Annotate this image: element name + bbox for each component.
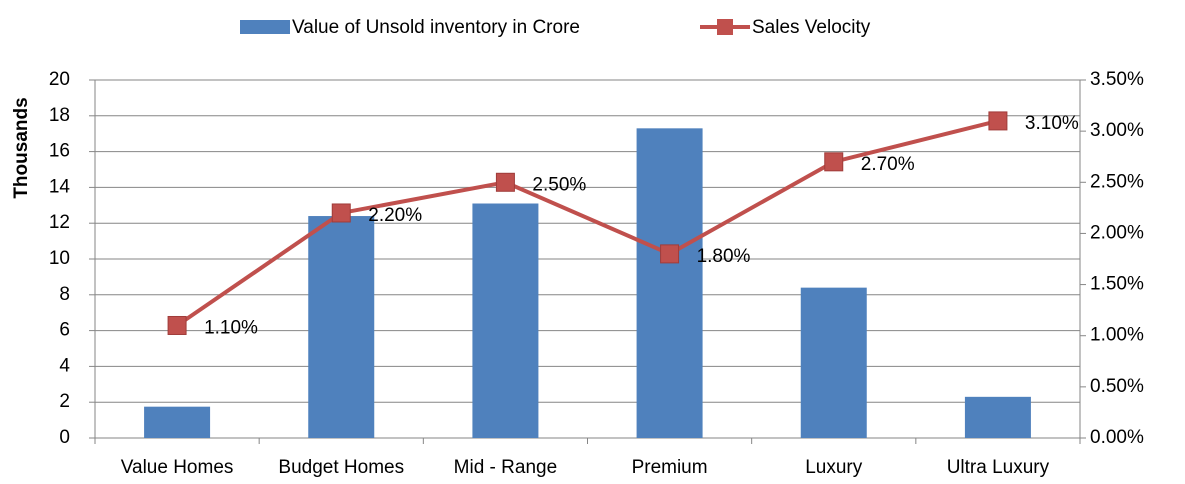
y2-tick-label: 2.00% bbox=[1090, 222, 1144, 243]
x-tick-label: Mid - Range bbox=[454, 457, 558, 478]
y-tick-label: 12 bbox=[49, 212, 70, 233]
marker bbox=[495, 172, 515, 192]
data-label: 2.20% bbox=[368, 205, 422, 226]
marker bbox=[824, 152, 844, 172]
bar bbox=[144, 406, 211, 438]
y-tick-label: 0 bbox=[59, 427, 70, 448]
y2-tick-label: 1.50% bbox=[1090, 274, 1144, 295]
legend-swatch bbox=[240, 20, 290, 34]
y-tick-label: 6 bbox=[59, 320, 70, 341]
bar bbox=[964, 396, 1031, 438]
y2-tick-label: 3.50% bbox=[1090, 69, 1144, 90]
data-label: 1.80% bbox=[697, 246, 751, 267]
legend-label: Sales Velocity bbox=[752, 17, 871, 38]
data-label: 1.10% bbox=[204, 318, 258, 339]
y-tick-label: 10 bbox=[49, 248, 70, 269]
y2-tick-label: 3.00% bbox=[1090, 120, 1144, 141]
y2-tick-label: 2.50% bbox=[1090, 171, 1144, 192]
x-tick-label: Luxury bbox=[805, 457, 863, 478]
x-tick-label: Premium bbox=[632, 457, 708, 478]
x-tick-label: Budget Homes bbox=[278, 457, 404, 478]
y-tick-label: 18 bbox=[49, 105, 70, 126]
marker bbox=[167, 315, 187, 335]
y2-tick-label: 1.00% bbox=[1090, 325, 1144, 346]
x-tick-label: Value Homes bbox=[121, 457, 234, 478]
y-tick-label: 4 bbox=[59, 355, 70, 376]
bar bbox=[308, 216, 375, 438]
y-tick-label: 8 bbox=[59, 284, 70, 305]
marker bbox=[988, 111, 1008, 131]
y-tick-label: 2 bbox=[59, 391, 70, 412]
y-tick-label: 16 bbox=[49, 141, 70, 162]
y-axis-title: Thousands bbox=[11, 97, 32, 198]
bar bbox=[636, 128, 703, 438]
bar bbox=[472, 203, 539, 438]
marker bbox=[331, 203, 351, 223]
marker bbox=[660, 244, 680, 264]
line bbox=[175, 118, 999, 328]
legend-swatch bbox=[717, 19, 733, 35]
bar bbox=[800, 287, 867, 438]
y2-tick-label: 0.00% bbox=[1090, 427, 1144, 448]
legend-label: Value of Unsold inventory in Crore bbox=[292, 17, 580, 38]
data-label: 2.70% bbox=[861, 154, 915, 175]
data-label: 2.50% bbox=[532, 174, 586, 195]
y-tick-label: 20 bbox=[49, 69, 70, 90]
y2-tick-label: 0.50% bbox=[1090, 376, 1144, 397]
y-tick-label: 14 bbox=[49, 176, 71, 197]
data-label: 3.10% bbox=[1025, 113, 1079, 134]
x-tick-label: Ultra Luxury bbox=[947, 457, 1050, 478]
